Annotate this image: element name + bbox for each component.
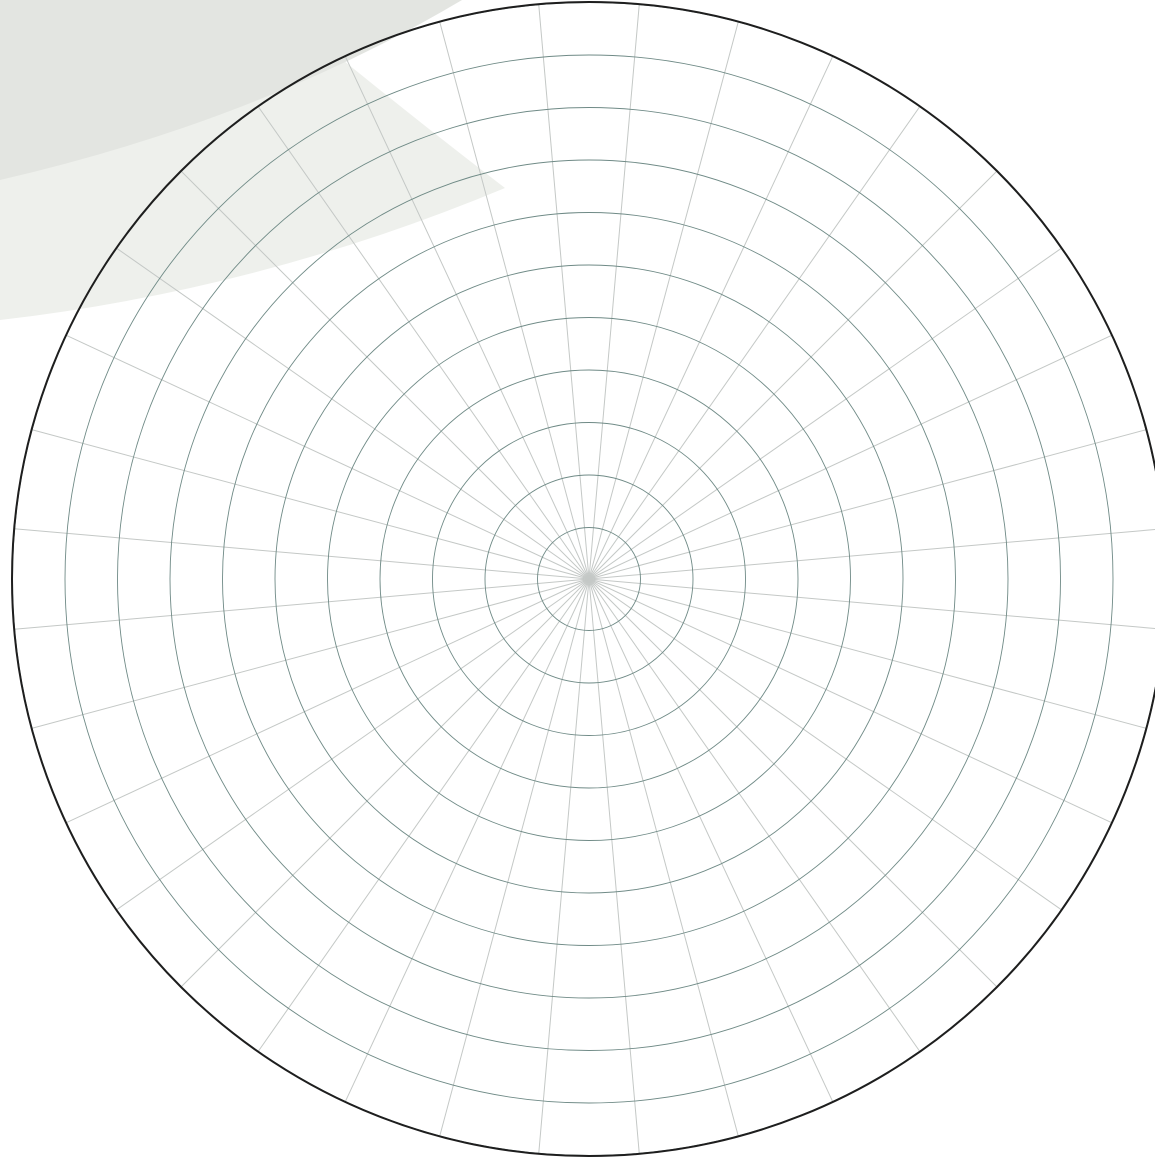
polar-spoke-line	[31, 429, 590, 580]
polar-spoke-line	[588, 170, 998, 580]
polar-spoke-line	[344, 55, 590, 580]
polar-ring-circle	[537, 527, 641, 631]
polar-spoke-line	[588, 21, 739, 580]
polar-ring-circle	[484, 474, 694, 684]
polar-spoke-line	[588, 247, 1062, 580]
polar-spoke-line	[116, 578, 590, 911]
polar-spoke-line	[588, 578, 998, 988]
polar-spoke-line	[344, 578, 590, 1103]
polar-spoke-line	[588, 578, 1155, 630]
polar-spoke-line	[588, 55, 834, 580]
polar-rings	[12, 2, 1155, 1156]
polar-spoke-line	[588, 578, 1147, 729]
polar-ring-circle	[64, 54, 1114, 1104]
polar-spoke-line	[588, 578, 921, 1052]
polar-ring-circle	[274, 264, 904, 894]
polar-ring-circle	[327, 317, 851, 841]
polar-spoke-line	[257, 578, 590, 1052]
polar-spoke-line	[588, 528, 1155, 580]
polar-spoke-line	[180, 578, 590, 988]
polar-spoke-line	[588, 429, 1147, 580]
polar-spoke-line	[588, 578, 1062, 911]
polar-spoke-line	[588, 4, 640, 580]
polar-ring-circle	[432, 422, 746, 736]
polar-spoke-line	[538, 4, 590, 580]
polar-spoke-line	[257, 106, 590, 580]
polar-spoke-line	[588, 106, 921, 580]
swoosh-dark-shape	[0, 0, 462, 180]
polar-ring-circle	[117, 107, 1061, 1051]
polar-ring-circle	[379, 369, 799, 789]
polar-spoke-line	[588, 334, 1113, 580]
polar-spoke-line	[65, 578, 590, 824]
polar-spoke-line	[588, 578, 834, 1103]
polar-spoke-line	[588, 578, 640, 1154]
polar-spoke-line	[116, 247, 590, 580]
polar-outline-circle	[11, 1, 1155, 1157]
polar-spoke-line	[31, 578, 590, 729]
polar-spoke-line	[14, 578, 590, 630]
polar-spoke-line	[588, 578, 1113, 824]
polar-spoke-line	[439, 21, 590, 580]
polar-spoke-line	[588, 578, 739, 1137]
polar-ring-circle	[169, 159, 1009, 999]
polar-ring-circle	[222, 212, 956, 946]
polar-spokes	[14, 4, 1155, 1154]
polar-spoke-line	[14, 528, 590, 580]
polar-spoke-line	[538, 578, 590, 1154]
polar-spoke-line	[65, 334, 590, 580]
background-swoosh	[0, 0, 505, 320]
polar-spoke-line	[439, 578, 590, 1137]
polar-spoke-line	[180, 170, 590, 580]
